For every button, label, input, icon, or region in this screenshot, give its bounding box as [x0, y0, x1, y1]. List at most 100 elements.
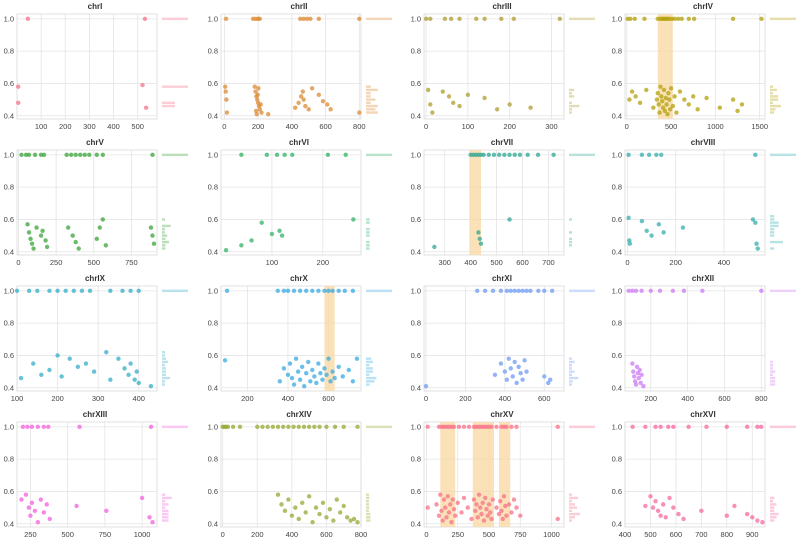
- x-tick-label: 0: [424, 394, 428, 403]
- data-point: [325, 102, 330, 107]
- data-point: [473, 508, 478, 514]
- data-point: [475, 515, 480, 520]
- data-point: [477, 236, 482, 242]
- histogram-bar: [770, 98, 779, 101]
- data-point: [494, 424, 499, 430]
- data-point: [44, 502, 49, 507]
- x-tick-label: 200: [669, 258, 682, 267]
- data-point: [346, 367, 352, 373]
- data-point: [465, 92, 471, 97]
- plot-frame: [16, 13, 158, 120]
- panel-chrI: chrI 0.4 0.6 0.8 1.0 100 200 300 400 500: [4, 2, 188, 131]
- data-point: [341, 424, 346, 430]
- data-point: [357, 16, 362, 22]
- histogram-bar: [770, 111, 775, 114]
- data-point: [264, 152, 270, 158]
- panel-title: chrI: [88, 2, 103, 11]
- plot-frame: [423, 13, 565, 120]
- data-point: [76, 246, 81, 251]
- histogram-bar: [366, 506, 370, 509]
- x-tick-label: 250: [50, 258, 63, 267]
- data-point: [332, 375, 337, 381]
- panel-chrXVI: chrXVI 0.4 0.6 0.8 1.0 400 500 600 700 800 900: [612, 410, 796, 539]
- x-tick-label: 100: [266, 258, 279, 267]
- data-point: [150, 152, 155, 158]
- data-point: [448, 16, 454, 22]
- data-point: [108, 288, 113, 294]
- data-point: [730, 97, 736, 102]
- data-point: [47, 367, 52, 373]
- data-point: [285, 372, 291, 378]
- plot-frame: [220, 285, 362, 392]
- data-point: [724, 513, 730, 518]
- data-point: [667, 97, 672, 102]
- histogram-bar: [569, 95, 575, 98]
- data-point: [55, 288, 60, 294]
- data-point: [482, 95, 487, 101]
- data-point: [504, 424, 509, 430]
- data-point: [298, 94, 304, 99]
- histogram-bar: [569, 357, 572, 360]
- data-point: [628, 16, 633, 22]
- data-point: [643, 503, 648, 509]
- data-point: [224, 288, 230, 294]
- data-point: [700, 288, 705, 294]
- x-tick-label: 500: [644, 530, 657, 539]
- data-point: [667, 495, 672, 501]
- data-point: [423, 16, 429, 22]
- data-point: [432, 244, 437, 250]
- data-point: [255, 92, 260, 97]
- histogram-bar: [162, 354, 165, 357]
- y-tick-label: 0.4: [612, 111, 622, 120]
- data-point: [735, 108, 740, 114]
- x-tick-label: 300: [92, 394, 105, 403]
- data-point: [116, 356, 121, 361]
- data-point: [499, 16, 504, 22]
- data-point: [660, 99, 665, 104]
- data-point: [461, 495, 467, 501]
- data-point: [636, 375, 642, 381]
- data-point: [663, 515, 668, 520]
- data-point: [64, 152, 69, 158]
- data-point: [704, 95, 709, 101]
- x-tick-label: 100: [35, 122, 48, 131]
- data-point: [239, 243, 244, 248]
- y-tick-label: 1.0: [612, 14, 622, 23]
- histogram-bar: [162, 516, 169, 519]
- histogram-bar: [162, 373, 166, 377]
- data-point: [265, 424, 270, 430]
- x-tick-label: 400: [499, 394, 512, 403]
- y-tick-label: 0.6: [411, 487, 421, 496]
- data-point: [16, 100, 21, 106]
- highlight-region: [324, 286, 335, 391]
- data-point: [476, 230, 481, 235]
- data-point: [324, 515, 329, 520]
- data-point: [83, 361, 89, 366]
- data-point: [676, 511, 681, 517]
- data-point: [482, 288, 488, 294]
- data-point: [753, 220, 758, 225]
- y-tick-label: 0.6: [411, 79, 421, 88]
- data-point: [291, 424, 296, 430]
- data-point: [143, 105, 149, 110]
- data-point: [428, 16, 433, 22]
- histogram-bar: [162, 227, 165, 231]
- highlight-region: [469, 150, 482, 255]
- histogram-bar: [366, 376, 377, 380]
- histogram-bar: [770, 88, 777, 92]
- histogram-bar: [569, 88, 575, 92]
- data-point: [664, 102, 669, 107]
- data-point: [440, 89, 446, 94]
- panel-title: chrX: [290, 274, 308, 283]
- data-point: [496, 511, 502, 517]
- data-point: [300, 89, 306, 94]
- data-point: [303, 103, 308, 109]
- y-tick-label: 0.8: [411, 319, 421, 328]
- data-point: [314, 380, 319, 386]
- data-point: [26, 288, 32, 294]
- data-point: [35, 288, 40, 294]
- histogram-bar: [569, 153, 595, 157]
- data-point: [253, 89, 258, 94]
- data-point: [306, 424, 312, 430]
- y-tick-label: 0.4: [4, 383, 14, 392]
